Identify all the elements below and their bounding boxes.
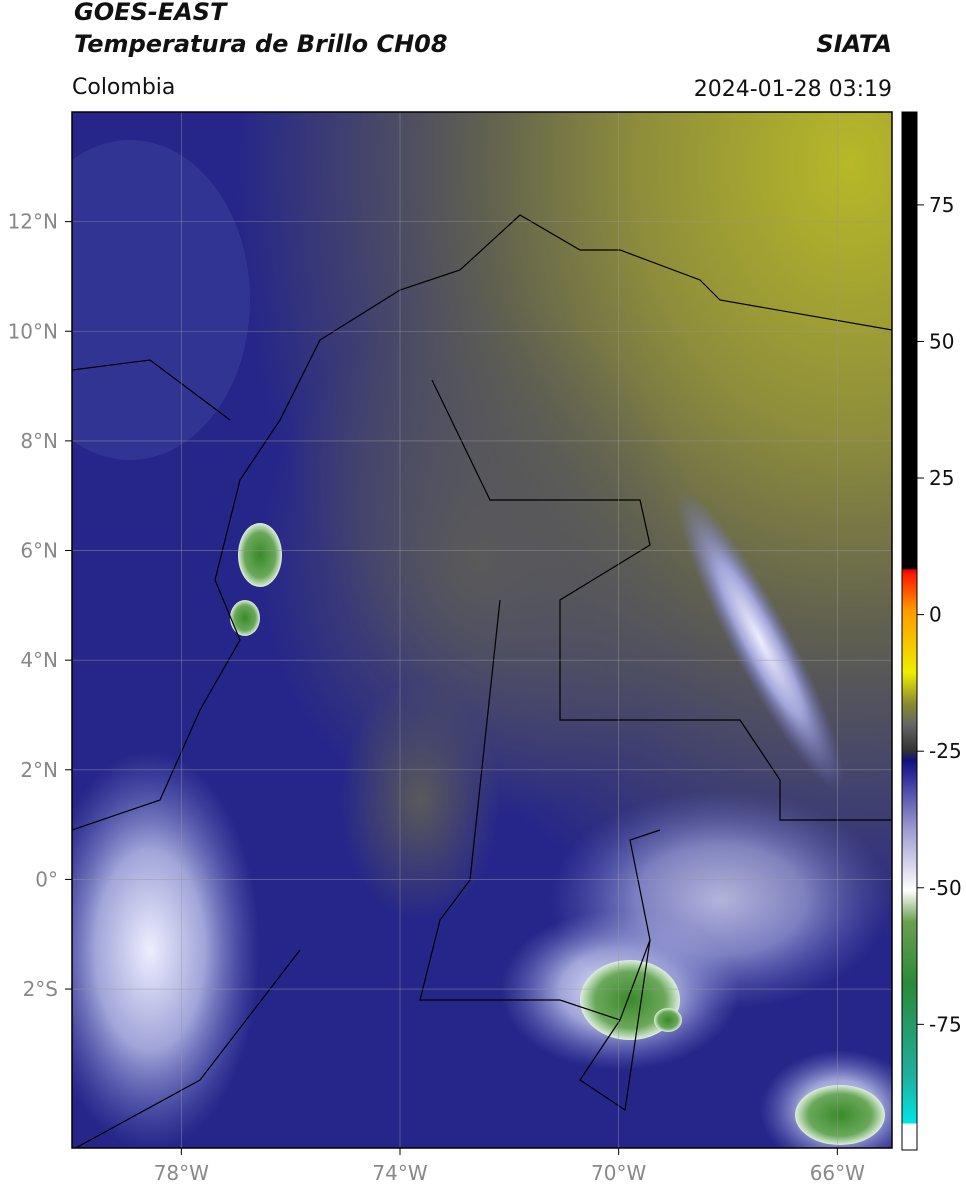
map-frame	[71, 111, 893, 1149]
y-tick-label: 10°N	[8, 319, 58, 343]
imagery	[72, 112, 892, 1148]
colorbar-tick-label: 75	[929, 193, 954, 217]
colorbar-tick-label: 25	[929, 466, 954, 490]
y-tick-label: 8°N	[20, 429, 58, 453]
product: Temperatura de Brillo CH08	[74, 30, 448, 58]
y-tick-label: 2°N	[20, 758, 58, 782]
x-tick-label: 74°W	[372, 1161, 427, 1185]
colorbar-tick-label: -25	[929, 739, 962, 763]
colorbar-tick-label: 0	[929, 603, 942, 627]
colorbar-tick-label: -50	[929, 876, 962, 900]
region: Colombia	[72, 75, 175, 100]
y-tick-label: 6°N	[20, 539, 58, 563]
colorbar-tick-label: 50	[929, 329, 954, 353]
x-tick-label: 70°W	[591, 1161, 646, 1185]
colorbar-tick-label: -75	[929, 1012, 962, 1036]
x-tick-label: 66°W	[810, 1161, 865, 1185]
y-tick-label: 12°N	[8, 210, 58, 234]
source: GOES-EAST	[74, 0, 228, 26]
datetime: 2024-01-28 03:19	[694, 77, 892, 102]
y-tick-label: 0°	[35, 867, 58, 891]
y-tick-label: 2°S	[23, 977, 58, 1001]
y-tick-label: 4°N	[20, 648, 58, 672]
org: SIATA	[816, 30, 892, 58]
colorbar	[901, 111, 918, 1151]
x-tick-label: 78°W	[154, 1161, 209, 1185]
